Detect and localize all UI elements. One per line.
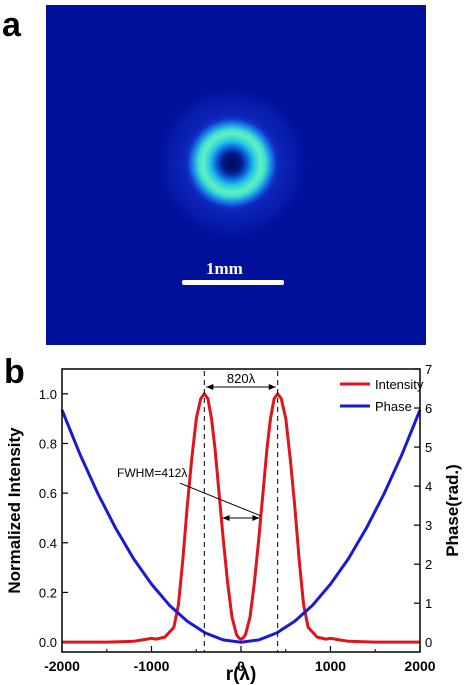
axis-ticks: -2000 -1000 0 1000 2000 0.0 0.2 0.4 0.6 0.8 1.0 0 1 2…	[39, 362, 436, 674]
y-left-tick-label: 0.2	[39, 585, 57, 600]
x-axis-label: r(λ)	[226, 664, 257, 685]
y-right-tick-label: 4	[425, 479, 432, 494]
y-left-tick-label: 1.0	[39, 387, 57, 402]
panel-b-letter: b	[4, 353, 25, 391]
donut-beam-profile	[152, 83, 312, 243]
intensity-phase-chart: -2000 -1000 0 1000 2000 0.0 0.2 0.4 0.6 0.8 1.0 0 1 2…	[5, 362, 462, 685]
y-left-tick-label: 0.4	[39, 536, 57, 551]
series-line-phase	[60, 409, 422, 644]
y-right-tick-label: 3	[425, 518, 432, 533]
scale-bar	[182, 280, 284, 285]
y-axis-left-label: Normalized Intensity	[5, 427, 24, 594]
legend: Intensity Phase	[340, 377, 424, 414]
x-tick-label: -2000	[44, 658, 80, 674]
legend-label-intensity: Intensity	[375, 377, 424, 392]
y-right-tick-label: 1	[425, 596, 432, 611]
panel-a-letter: a	[2, 6, 21, 44]
beam-ring	[184, 115, 280, 211]
y-left-tick-label: 0.8	[39, 436, 57, 451]
y-right-tick-label: 7	[425, 362, 432, 377]
y-axis-right-label: Phase(rad.)	[443, 464, 462, 557]
beam-intensity-image: 1mm	[46, 5, 426, 345]
fwhm-label: FWHM=412λ	[117, 466, 187, 480]
fwhm-pointer	[179, 482, 262, 517]
chart-series	[60, 392, 422, 644]
y-left-tick-label: 0.6	[39, 486, 57, 501]
legend-label-phase: Phase	[375, 399, 412, 414]
x-tick-label: 0	[237, 658, 245, 674]
plot-frame	[61, 368, 421, 653]
x-tick-label: 2000	[404, 658, 435, 674]
y-right-tick-label: 5	[425, 440, 432, 455]
scale-bar-label: 1mm	[206, 259, 243, 278]
peak-spacing-arrowheads	[206, 384, 276, 390]
y-right-tick-label: 0	[425, 635, 432, 650]
x-tick-label: 1000	[315, 658, 346, 674]
x-tick-label: -1000	[134, 658, 170, 674]
y-right-tick-label: 6	[425, 401, 432, 416]
y-right-tick-label: 2	[425, 557, 432, 572]
series-line-intensity	[62, 392, 420, 644]
y-left-tick-label: 0.0	[39, 635, 57, 650]
annotations: 820λ FWHM=412λ	[117, 371, 279, 652]
peak-spacing-label: 820λ	[227, 371, 256, 386]
